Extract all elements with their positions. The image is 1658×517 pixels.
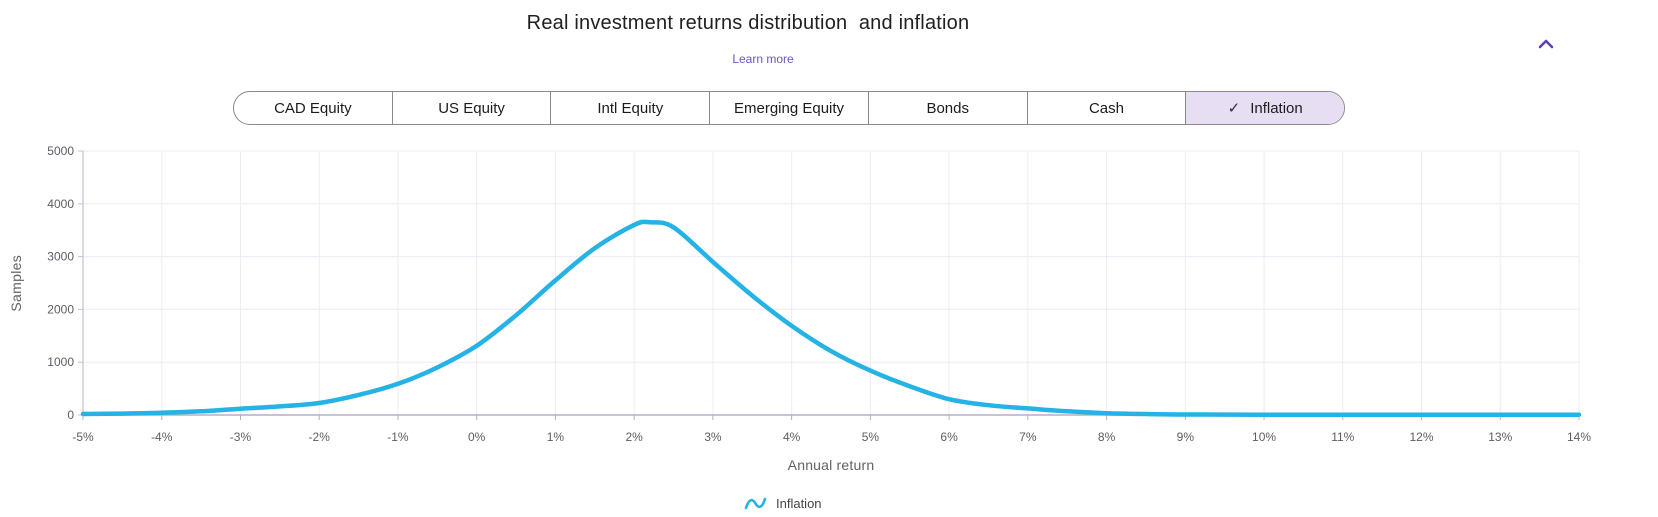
y-tick-label: 1000: [47, 355, 74, 369]
y-tick-label: 2000: [47, 302, 74, 316]
x-tick-label: 4%: [783, 430, 801, 444]
x-tick-label: 0%: [468, 430, 486, 444]
x-tick-label: 10%: [1252, 430, 1276, 444]
x-tick-label: 14%: [1567, 430, 1591, 444]
check-icon: ✓: [1227, 100, 1241, 117]
x-tick-label: 5%: [862, 430, 880, 444]
toggle-intl-equity[interactable]: Intl Equity: [550, 92, 709, 124]
toggle-label: Cash: [1088, 99, 1124, 117]
toggle-cash[interactable]: Cash: [1026, 92, 1186, 124]
chevron-up-icon: [1538, 39, 1554, 49]
y-axis-title: Samples: [8, 254, 24, 312]
x-tick-label: -1%: [387, 430, 409, 444]
x-tick-label: 9%: [1177, 430, 1195, 444]
toggle-label: CAD Equity: [274, 99, 352, 117]
x-tick-label: -4%: [151, 430, 173, 444]
y-tick-label: 0: [67, 408, 74, 422]
x-tick-label: 11%: [1331, 430, 1354, 444]
y-tick-label: 5000: [47, 144, 74, 158]
page-title: Real investment returns distribution and…: [526, 12, 970, 34]
x-tick-label: 12%: [1410, 430, 1434, 444]
toggle-inflation[interactable]: ✓ Inflation: [1185, 92, 1344, 124]
legend-label-inflation: Inflation: [776, 495, 822, 511]
x-tick-label: -3%: [230, 430, 252, 444]
legend[interactable]: Inflation: [744, 493, 822, 513]
toggle-label: Inflation: [1250, 99, 1303, 117]
inflation-wave-icon: [744, 497, 767, 509]
toggle-us-equity[interactable]: US Equity: [391, 92, 551, 124]
x-tick-label: -2%: [309, 430, 331, 444]
toggle-cad-equity[interactable]: CAD Equity: [234, 92, 392, 124]
x-tick-label: 3%: [704, 430, 722, 444]
collapse-button[interactable]: [1533, 31, 1559, 57]
x-tick-label: 8%: [1098, 430, 1116, 444]
y-tick-label: 4000: [47, 197, 74, 211]
x-tick-label: -5%: [72, 430, 94, 444]
x-tick-label: 1%: [547, 430, 565, 444]
asset-toggle-group: CAD Equity US Equity Intl Equity Emergin…: [233, 91, 1345, 125]
x-axis-title: Annual return: [787, 457, 875, 473]
toggle-bonds[interactable]: Bonds: [867, 92, 1027, 124]
y-tick-label: 3000: [47, 250, 74, 264]
x-tick-label: 2%: [625, 430, 643, 444]
x-tick-label: 7%: [1019, 430, 1037, 444]
x-tick-label: 6%: [940, 430, 958, 444]
toggle-label: Emerging Equity: [733, 99, 845, 117]
learn-more-link[interactable]: Learn more: [732, 52, 794, 66]
toggle-label: US Equity: [438, 99, 505, 117]
toggle-label: Intl Equity: [597, 99, 664, 117]
toggle-label: Bonds: [926, 99, 969, 117]
x-tick-label: 13%: [1488, 430, 1512, 444]
series-inflation-curve: [80, 219, 1582, 417]
toggle-emerging-equity[interactable]: Emerging Equity: [709, 92, 868, 124]
